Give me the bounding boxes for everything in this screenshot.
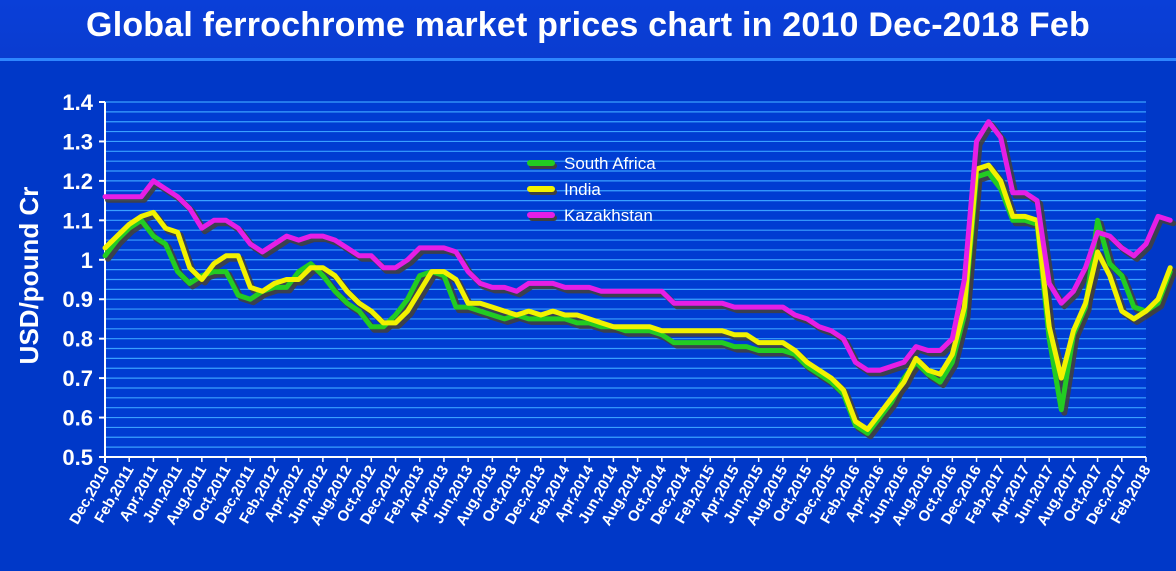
y-tick-label: 1 <box>81 248 93 273</box>
y-tick-label: 1.1 <box>62 208 93 233</box>
legend-label: Kazakhstan <box>564 206 653 225</box>
y-tick-label: 0.6 <box>62 406 93 431</box>
series-line-kazakhstan <box>102 119 1173 373</box>
y-tick-label: 0.5 <box>62 445 93 470</box>
legend-label: India <box>564 180 601 199</box>
y-tick-label: 1.2 <box>62 169 93 194</box>
legend-label: South Africa <box>564 154 656 173</box>
title-bar: Global ferrochrome market prices chart i… <box>0 0 1176 61</box>
series-line-india <box>102 162 1173 432</box>
y-tick-label: 1.3 <box>62 129 93 154</box>
y-tick-label: 0.8 <box>62 327 93 352</box>
y-tick-label: 1.4 <box>62 90 93 115</box>
y-tick-label: 0.9 <box>62 287 93 312</box>
y-axis-label: USD/pound Cr <box>14 187 44 365</box>
chart-area: 0.5 0.6 0.7 0.8 0.9 1 1.1 1.2 1.3 1.4 USD/pound Cr… <box>0 61 1176 566</box>
line-chart: 0.5 0.6 0.7 0.8 0.9 1 1.1 1.2 1.3 1.4 USD/pound Cr… <box>14 90 1176 529</box>
chart-title: Global ferrochrome market prices chart i… <box>86 6 1090 44</box>
series-line-south-africa <box>102 170 1173 436</box>
y-tick-label: 0.7 <box>62 366 93 391</box>
